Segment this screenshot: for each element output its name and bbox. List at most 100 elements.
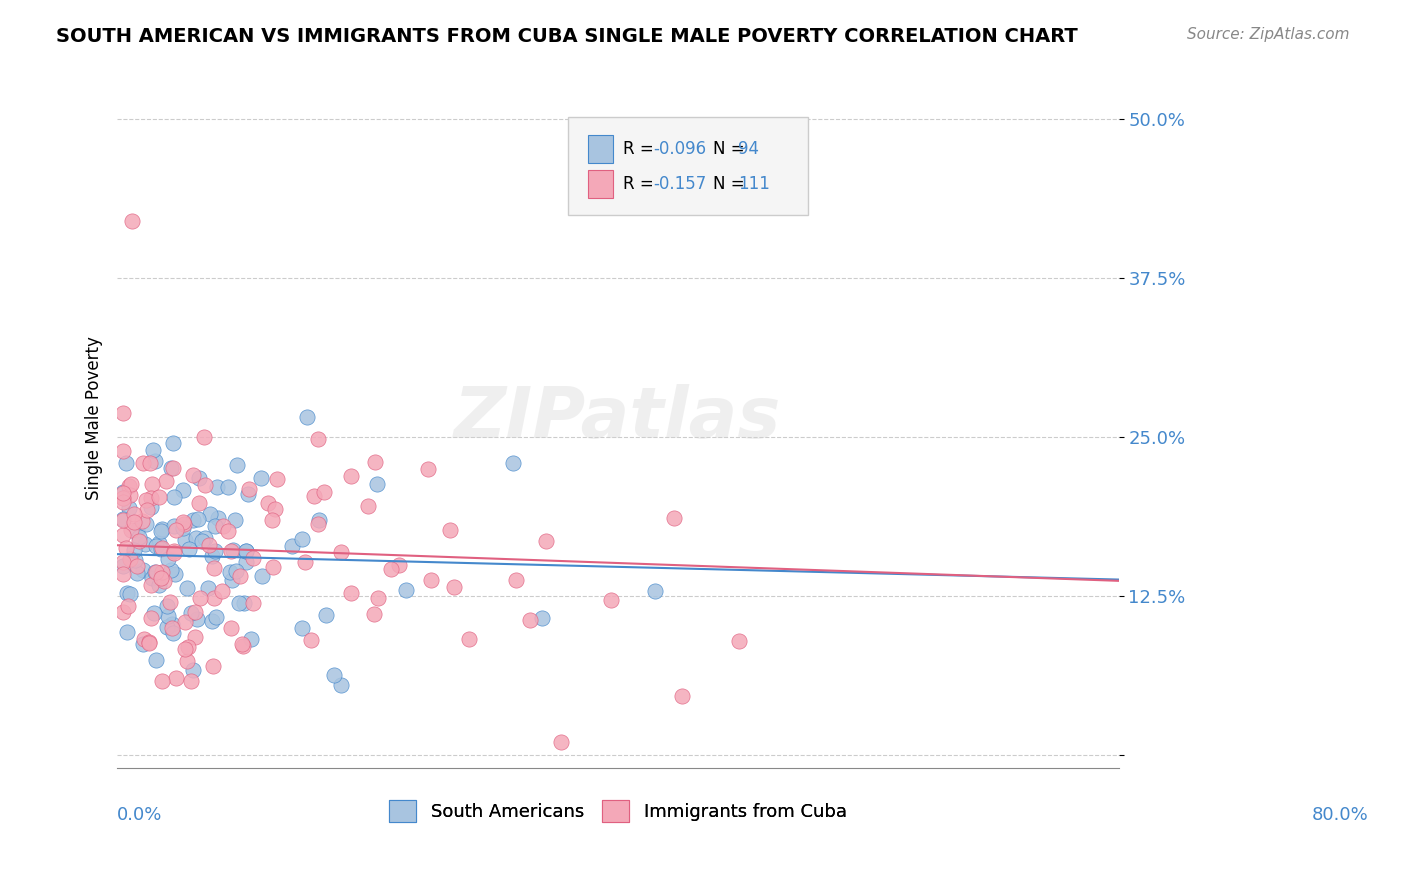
Point [162,461,184,475]
Point [118,501,141,516]
Point [135,493,157,508]
Point [120,587,142,601]
Point [222,543,245,558]
Point [236,486,259,500]
Point [330,677,353,691]
Point [340,469,363,483]
Point [205,480,228,494]
Point [112,491,135,505]
Point [145,539,167,553]
Point [117,624,139,639]
Point [188,591,211,605]
Point [180,673,202,688]
Point [266,472,288,486]
Point [139,578,162,592]
FancyBboxPatch shape [588,169,613,198]
Point [160,460,183,475]
Point [315,607,337,622]
Text: N =: N = [713,140,749,158]
Point [148,491,170,505]
Point [160,563,183,577]
Point [150,523,173,537]
Point [418,462,440,476]
Point [141,570,163,584]
Text: 111: 111 [738,175,770,193]
Point [439,523,461,537]
Point [235,555,257,569]
Point [307,432,329,446]
Point [163,519,186,533]
Point [174,642,197,657]
Point [197,581,219,595]
Point [291,533,314,547]
Point [112,484,135,499]
Point [181,513,204,527]
Point [153,574,176,589]
Point [294,555,316,569]
Point [181,663,204,677]
Point [211,583,233,598]
Point [308,513,330,527]
Point [233,596,256,610]
Point [163,543,186,558]
Point [132,563,155,577]
Point [212,518,235,533]
Point [197,538,219,552]
Point [263,502,285,516]
FancyBboxPatch shape [568,118,808,215]
Point [159,595,181,609]
Point [599,593,621,607]
Point [519,613,541,627]
Point [115,586,138,600]
Point [202,591,225,606]
Point [232,639,254,653]
Point [143,566,166,580]
Point [118,488,141,502]
Point [364,454,387,468]
Point [132,637,155,651]
Y-axis label: Single Male Poverty: Single Male Poverty [86,336,103,500]
Point [124,553,146,567]
Point [150,565,173,579]
Point [127,523,149,537]
Point [157,609,180,624]
Point [330,545,353,559]
Point [323,668,346,682]
Point [131,514,153,528]
Point [380,562,402,576]
Point [281,539,304,553]
Text: ZIPatlas: ZIPatlas [454,384,782,452]
Point [224,513,246,527]
Point [367,591,389,606]
Point [225,458,247,472]
Point [502,457,524,471]
Point [172,483,194,497]
Point [218,565,240,579]
Point [238,482,260,496]
Point [228,596,250,610]
Point [366,477,388,491]
Point [262,513,284,527]
Point [112,559,135,574]
Point [205,609,228,624]
Point [122,508,145,522]
Point [395,582,418,597]
Point [112,512,135,526]
Point [142,606,165,620]
Point [180,607,202,621]
Point [176,640,198,654]
Point [229,569,252,583]
Point [112,555,135,569]
Point [163,546,186,560]
Point [225,564,247,578]
Point [357,499,380,513]
Point [172,521,194,535]
Point [162,621,184,635]
Point [184,605,207,619]
Point [162,435,184,450]
Point [120,523,142,537]
Point [135,516,157,531]
Point [235,544,257,558]
Point [138,636,160,650]
Point [155,599,177,613]
